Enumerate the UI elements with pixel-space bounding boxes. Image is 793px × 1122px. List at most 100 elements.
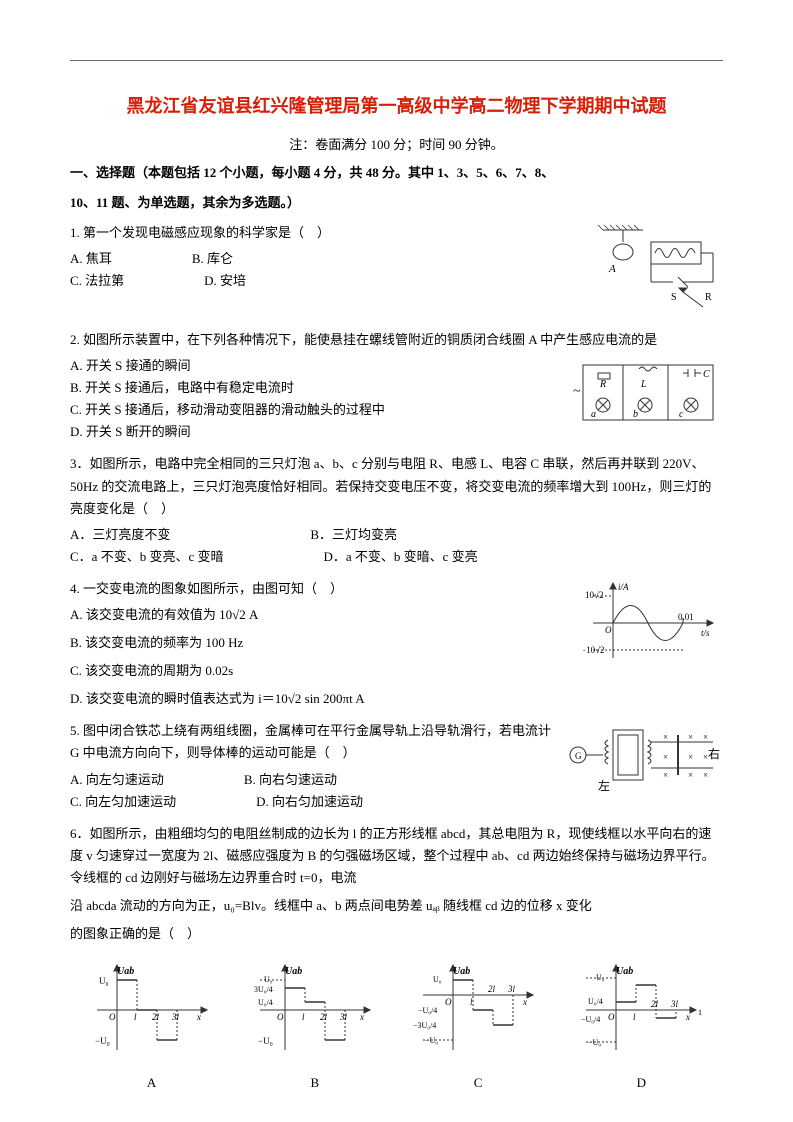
q5-optB: B. 向右匀速运动: [244, 769, 337, 791]
question-5: G × × × × × × × × × 左 右: [70, 720, 723, 812]
question-4: i/A 10√2 −10√2 0.01 t/s O 4. 一交变电流的图象如图所…: [70, 578, 723, 710]
svg-text:x: x: [196, 1012, 201, 1022]
svg-text:U₀/4: U₀/4: [588, 997, 603, 1006]
subtitle: 注：卷面满分 100 分；时间 90 分钟。: [70, 134, 723, 156]
svg-text:2l: 2l: [651, 999, 659, 1009]
graph-d-icon: Uab U₀ U₀/4 −U₀/4 −U₀ O l 2l 3l x 1: [576, 960, 706, 1060]
svg-text:U₀/4: U₀/4: [258, 998, 273, 1007]
q5-optC: C. 向左匀加速运动: [70, 791, 176, 813]
svg-text:−U₀: −U₀: [588, 1038, 601, 1047]
svg-text:U₀: U₀: [264, 975, 273, 984]
q2-optD: D. 开关 S 断开的瞬间: [70, 421, 563, 443]
svg-text:1: 1: [698, 1008, 702, 1017]
svg-text:R: R: [705, 292, 712, 303]
graph-c-label: C: [413, 1072, 543, 1094]
page-title: 黑龙江省友谊县红兴隆管理局第一高级中学高二物理下学期期中试题: [70, 91, 723, 122]
q2-optA: A. 开关 S 接通的瞬间: [70, 355, 563, 377]
svg-text:右: 右: [708, 746, 720, 761]
svg-text:Uab: Uab: [453, 966, 470, 977]
svg-text:A: A: [608, 263, 616, 275]
graph-d-label: D: [576, 1072, 706, 1094]
svg-text:l: l: [134, 1012, 137, 1022]
svg-text:3l: 3l: [339, 1012, 348, 1022]
svg-text:U₀: U₀: [433, 975, 442, 984]
q1-optA: A. 焦耳: [70, 248, 112, 270]
svg-text:O: O: [608, 1012, 615, 1022]
q3-optC: C．a 不变、b 变亮、c 变暗: [70, 546, 223, 568]
svg-text:O: O: [109, 1012, 116, 1022]
svg-text:b: b: [633, 409, 638, 420]
circuit-icon: R L C a b c ~: [573, 355, 723, 435]
svg-text:x: x: [685, 1012, 690, 1022]
svg-text:c: c: [679, 409, 684, 420]
q5-optD: D. 向右匀加速运动: [256, 791, 363, 813]
q2-optC: C. 开关 S 接通后，移动滑动变阻器的滑动触头的过程中: [70, 399, 563, 421]
q2-figure: R L C a b c ~: [573, 355, 723, 442]
svg-text:i/A: i/A: [618, 582, 629, 592]
svg-text:Uab: Uab: [616, 966, 633, 977]
svg-text:10√2: 10√2: [585, 590, 603, 600]
svg-text:R: R: [599, 379, 606, 390]
svg-text:×: ×: [703, 770, 708, 780]
q4-optC: C. 该交变电流的周期为 0.02s: [70, 660, 573, 682]
q3-optD: D．a 不变、b 变暗、c 变亮: [323, 546, 477, 568]
svg-text:×: ×: [663, 732, 668, 742]
svg-text:x: x: [522, 997, 527, 1007]
question-2: 2. 如图所示装置中，在下列各种情况下，能使悬挂在螺线管附近的铜质闭合线圈 A …: [70, 329, 723, 443]
svg-text:L: L: [640, 379, 647, 390]
svg-text:−10√2: −10√2: [583, 645, 605, 655]
svg-text:O: O: [277, 1012, 284, 1022]
graph-b: Uab U₀ 3U₀/4 U₀/4 −U₀ O l 2l 3l x B: [250, 960, 380, 1094]
q3-text: 3．如图所示，电路中完全相同的三只灯泡 a、b、c 分别与电阻 R、电感 L、电…: [70, 453, 723, 519]
svg-text:C: C: [703, 369, 710, 380]
graph-a: Uab U₀ −U₀ O l 2l 3l x A: [87, 960, 217, 1094]
svg-text:−3U₀/4: −3U₀/4: [413, 1021, 436, 1030]
q6-text1: 6．如图所示，由粗细均匀的电阻丝制成的边长为 l 的正方形线框 abcd，其总电…: [70, 823, 723, 889]
svg-text:×: ×: [688, 752, 693, 762]
question-3: 3．如图所示，电路中完全相同的三只灯泡 a、b、c 分别与电阻 R、电感 L、电…: [70, 453, 723, 567]
graph-b-icon: Uab U₀ 3U₀/4 U₀/4 −U₀ O l 2l 3l x: [250, 960, 380, 1060]
svg-text:×: ×: [703, 732, 708, 742]
transformer-icon: G × × × × × × × × × 左 右: [563, 720, 723, 795]
graph-b-label: B: [250, 1072, 380, 1094]
svg-text:~: ~: [573, 384, 581, 399]
svg-text:U₀: U₀: [596, 973, 605, 982]
svg-text:0.01: 0.01: [678, 612, 694, 622]
q2-text: 2. 如图所示装置中，在下列各种情况下，能使悬挂在螺线管附近的铜质闭合线圈 A …: [70, 329, 723, 351]
svg-text:×: ×: [688, 732, 693, 742]
q4-optB: B. 该交变电流的频率为 100 Hz: [70, 632, 573, 654]
q4-optA: A. 该交变电流的有效值为 10√2 A: [70, 604, 573, 626]
question-6: 6．如图所示，由粗细均匀的电阻丝制成的边长为 l 的正方形线框 abcd，其总电…: [70, 823, 723, 945]
svg-text:×: ×: [688, 770, 693, 780]
q1-optC: C. 法拉第: [70, 270, 124, 292]
svg-text:3l: 3l: [507, 984, 516, 994]
section-header-1: 一、选择题（本题包括 12 个小题，每小题 4 分，共 48 分。其中 1、3、…: [70, 162, 723, 184]
q6-text3: 的图象正确的是（ ）: [70, 923, 723, 945]
svg-text:−U₀: −U₀: [95, 1036, 110, 1046]
question-1: A S R 1. 第一个发现电磁感应现象的科学家是（ ） A. 焦耳 B. 库仑…: [70, 222, 723, 319]
svg-text:−U₀/4: −U₀/4: [581, 1015, 600, 1024]
q4-figure: i/A 10√2 −10√2 0.01 t/s O: [583, 578, 723, 675]
svg-text:l: l: [302, 1012, 305, 1022]
q4-optD: D. 该交变电流的瞬时值表达式为 i＝10√2 sin 200πt A: [70, 688, 573, 710]
svg-text:Uab: Uab: [285, 966, 302, 977]
svg-text:2l: 2l: [320, 1012, 328, 1022]
svg-text:O: O: [605, 625, 612, 635]
svg-text:×: ×: [663, 752, 668, 762]
svg-text:3l: 3l: [171, 1012, 180, 1022]
svg-text:−U₀/4: −U₀/4: [418, 1006, 437, 1015]
svg-text:−U₀: −U₀: [425, 1036, 438, 1045]
graphs-row: Uab U₀ −U₀ O l 2l 3l x A: [70, 960, 723, 1094]
svg-text:l: l: [633, 1012, 636, 1022]
svg-text:3U₀/4: 3U₀/4: [254, 985, 273, 994]
svg-text:x: x: [359, 1012, 364, 1022]
q3-optB: B．三灯均变亮: [310, 524, 397, 546]
q1-optD: D. 安培: [204, 270, 246, 292]
graph-a-icon: Uab U₀ −U₀ O l 2l 3l x: [87, 960, 217, 1060]
svg-text:左: 左: [598, 778, 610, 793]
svg-text:2l: 2l: [488, 984, 496, 994]
top-divider: [70, 60, 723, 61]
svg-text:Uab: Uab: [117, 966, 134, 977]
q2-optB: B. 开关 S 接通后，电路中有稳定电流时: [70, 377, 563, 399]
q5-figure: G × × × × × × × × × 左 右: [563, 720, 723, 802]
